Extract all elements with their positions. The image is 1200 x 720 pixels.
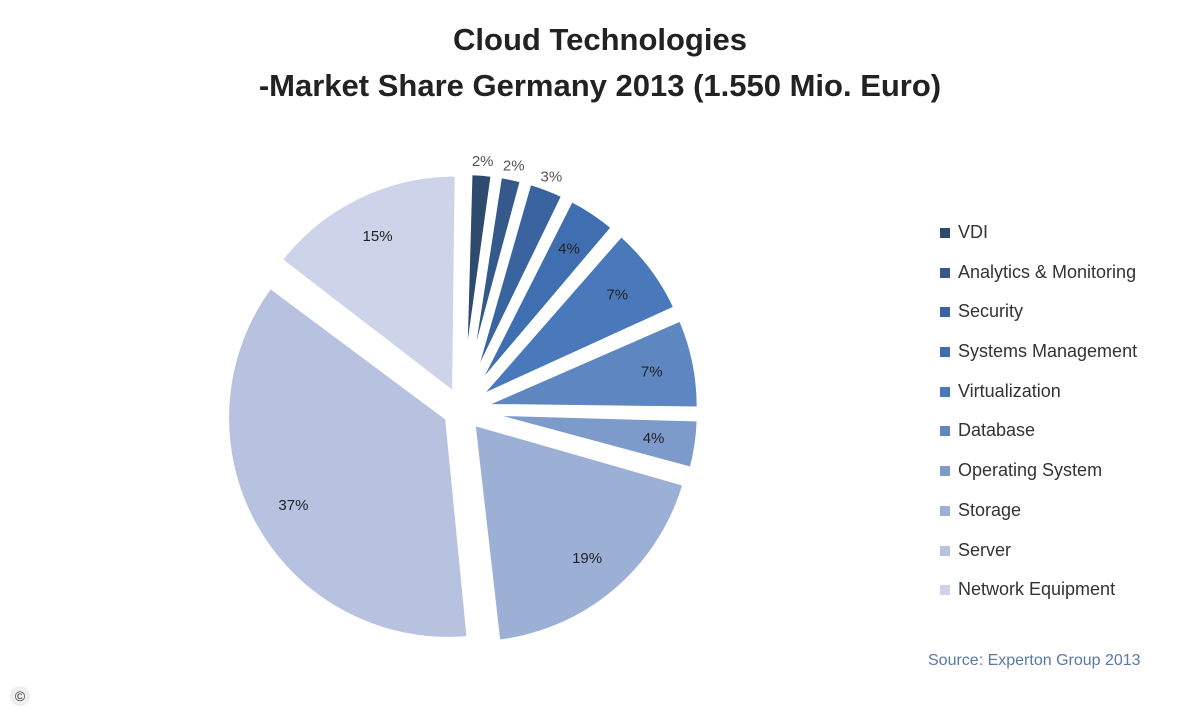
legend-swatch xyxy=(940,307,950,318)
data-label: 7% xyxy=(641,364,663,381)
copyright-icon: © xyxy=(10,686,30,706)
legend-label: Storage xyxy=(958,499,1022,520)
pie-slice-systems-management xyxy=(468,194,619,399)
legend-swatch xyxy=(940,426,950,437)
legend-item: Security xyxy=(940,301,1137,341)
data-label: 3% xyxy=(541,169,563,186)
pie-slice-storage xyxy=(468,418,690,647)
legend-item: Analytics & Monitoring xyxy=(940,262,1137,302)
legend-label: Database xyxy=(958,420,1036,441)
data-label: 15% xyxy=(363,228,393,245)
data-label: 2% xyxy=(503,157,525,174)
data-label: 2% xyxy=(472,153,494,170)
legend-swatch xyxy=(940,267,950,278)
pie-slice-operating-system xyxy=(477,409,703,474)
legend-swatch xyxy=(940,228,950,238)
legend-label: Virtualization xyxy=(958,380,1061,401)
legend-label: VDI xyxy=(958,222,989,242)
legend-item: Database xyxy=(940,420,1137,460)
legend-swatch xyxy=(940,505,950,516)
legend-swatch xyxy=(940,386,950,397)
legend-item: Systems Management xyxy=(940,341,1137,381)
data-label: 37% xyxy=(278,497,308,514)
source-note: Source: Experton Group 2013 xyxy=(928,652,1141,669)
legend-label: Security xyxy=(958,301,1024,322)
pie-slice-database xyxy=(476,314,703,413)
legend-item: Server xyxy=(940,540,1137,580)
data-label: 4% xyxy=(558,241,580,258)
legend: VDI Analytics & Monitoring Security Systems… xyxy=(940,222,1137,619)
pie-slice-network-equipment xyxy=(274,170,461,402)
data-label: 19% xyxy=(572,550,602,567)
legend-swatch xyxy=(940,347,950,358)
pie-slice-server xyxy=(223,281,473,643)
data-label: 7% xyxy=(606,286,628,303)
data-label: 4% xyxy=(643,430,665,447)
legend-label: Server xyxy=(958,539,1012,560)
pie-slice-virtualization xyxy=(472,229,681,404)
legend-item: Operating System xyxy=(940,460,1137,500)
chart-title: Cloud Technologies xyxy=(453,22,747,57)
legend-swatch xyxy=(940,545,950,556)
legend-label: Systems Management xyxy=(958,341,1138,362)
legend-swatch xyxy=(940,466,950,477)
legend-item: Storage xyxy=(940,500,1137,540)
legend-item: Virtualization xyxy=(940,381,1137,421)
legend-label: Network Equipment xyxy=(958,579,1116,600)
legend-item: VDI xyxy=(940,222,1137,262)
legend-item: Network Equipment xyxy=(940,579,1137,619)
legend-label: Analytics & Monitoring xyxy=(958,261,1137,282)
chart-subtitle: -Market Share Germany 2013 (1.550 Mio. E… xyxy=(258,68,942,103)
legend-swatch xyxy=(940,585,950,596)
legend-label: Operating System xyxy=(958,460,1103,481)
pie-slice-analytics-monitoring xyxy=(462,171,527,396)
pie-slice-security xyxy=(464,177,569,397)
